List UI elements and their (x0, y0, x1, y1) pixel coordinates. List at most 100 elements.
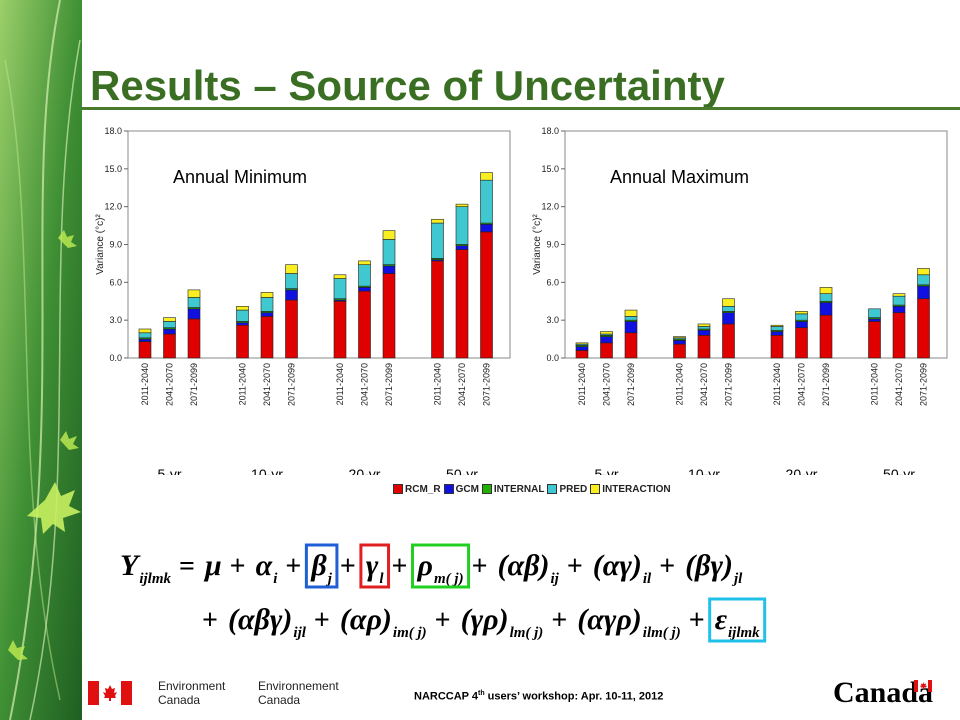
y-tick-label: 3.0 (109, 315, 122, 325)
y-tick-label: 15.0 (104, 164, 122, 174)
legend-swatch (393, 484, 403, 494)
group-label: 10-yr (251, 466, 283, 475)
bar-segment-gcm (575, 346, 589, 351)
bar-segment-interaction (138, 328, 152, 334)
bar-segment-rcm-r (285, 299, 298, 359)
y-tick-label: 0.0 (109, 353, 122, 363)
bar-segment-rcm-r (333, 300, 347, 359)
svg-text:α: α (256, 549, 273, 582)
equation-term: (αγ) il (593, 549, 652, 587)
group-label: 50-yr (446, 466, 478, 475)
bar-segment-pred (455, 206, 469, 245)
svg-text:+: + (472, 551, 488, 582)
equation-term: μ (203, 549, 222, 582)
x-tick-label: 2071-2099 (919, 363, 929, 406)
y-tick-label: 15.0 (541, 164, 559, 174)
bar-segment-rcm-r (917, 298, 930, 359)
bar-segment-pred (431, 222, 444, 259)
x-tick-label: 2041-2070 (699, 363, 709, 406)
x-tick-label: 2011-2040 (577, 363, 587, 405)
bar-segment-gcm (819, 302, 833, 316)
equation-highlight-box (304, 543, 339, 589)
bar-segment-rcm-r (382, 273, 396, 359)
bar-segment-pred (382, 239, 396, 265)
svg-text:Y: Y (120, 549, 141, 582)
y-tick-label: 9.0 (546, 240, 559, 250)
bar-segment-rcm-r (358, 290, 371, 359)
equation-operator: + (340, 551, 356, 582)
svg-text:il: il (643, 571, 652, 587)
svg-text:j: j (326, 571, 333, 587)
equation-operator: + (659, 551, 675, 582)
bar-segment-pred (260, 297, 274, 312)
x-tick-label: 2011-2040 (335, 363, 345, 405)
bar-segment-pred (236, 309, 249, 322)
legend-swatch (481, 484, 492, 494)
svg-text:+: + (551, 605, 567, 636)
svg-text:+: + (435, 605, 451, 636)
svg-text:(αγ): (αγ) (593, 549, 642, 582)
y-tick-label: 0.0 (546, 353, 559, 363)
bar-segment-pred (770, 326, 784, 331)
bar-segment-interaction (163, 317, 176, 322)
bar-segment-interaction (697, 323, 711, 327)
svg-text:(αβ): (αβ) (498, 549, 550, 582)
bar-segment-interaction (917, 268, 930, 276)
bar-segment-pred (722, 305, 735, 312)
chart-title: Annual Minimum (173, 167, 307, 187)
x-tick-label: 2041-2070 (165, 363, 175, 406)
bar-segment-pred (480, 179, 493, 224)
x-tick-label: 2011-2040 (675, 363, 685, 405)
x-tick-label: 2041-2070 (797, 363, 807, 406)
bar-segment-gcm (868, 318, 881, 322)
bar-segment-pred (917, 274, 930, 286)
legend-swatch (590, 484, 601, 494)
equation-operator: + (689, 605, 705, 636)
x-tick-label: 2071-2099 (821, 363, 831, 406)
bar-segment-gcm (260, 312, 274, 317)
bar-segment-rcm-r (187, 318, 201, 359)
equation-operator: + (202, 605, 218, 636)
x-tick-label: 2071-2099 (384, 363, 394, 406)
equation-operator: + (435, 605, 451, 636)
ec-english-line-2: Canada (158, 693, 201, 707)
group-label: 20-yr (786, 466, 818, 475)
bar-segment-gcm (795, 321, 808, 329)
bar-segment-interaction (260, 292, 274, 298)
bar-segment-gcm (163, 328, 176, 335)
svg-text:ilm( j): ilm( j) (643, 625, 681, 641)
x-tick-label: 2071-2099 (724, 363, 734, 406)
bar-segment-rcm-r (722, 323, 735, 359)
bar-segment-gcm (236, 322, 249, 326)
plot-area (127, 130, 511, 359)
bar-segment-rcm-r (892, 312, 906, 359)
x-tick-label: 2011-2040 (870, 363, 880, 405)
bar-segment-rcm-r (770, 335, 784, 359)
bar-segment-interaction (770, 324, 784, 327)
chart-title: Annual Maximum (610, 167, 749, 187)
equation-term: ε ijlmk (708, 597, 767, 643)
x-tick-label: 2041-2070 (602, 363, 612, 406)
bar-segment-gcm (358, 287, 371, 292)
bar-segment-interaction (431, 218, 444, 224)
decorative-sidebar (0, 0, 82, 720)
legend-label: PRED (559, 483, 588, 495)
bar-segment-interaction (624, 309, 638, 317)
legend-item-internal: INTERNAL (481, 484, 544, 495)
bar-segment-pred (138, 332, 152, 339)
svg-text:jl: jl (732, 571, 743, 587)
bar-segment-pred (358, 264, 371, 287)
svg-text:+: + (314, 605, 330, 636)
group-label: 50-yr (883, 466, 915, 475)
ec-english-name: Environment Canada (158, 679, 225, 707)
y-tick-label: 18.0 (104, 126, 122, 136)
bar-segment-rcm-r (138, 341, 152, 359)
x-tick-label: 2041-2070 (457, 363, 467, 406)
bar-segment-interaction (480, 172, 493, 181)
svg-text:+: + (567, 551, 583, 582)
equation-operator: + (472, 551, 488, 582)
bar-segment-rcm-r (431, 260, 444, 359)
equation-term: ρ m( j) (411, 543, 471, 589)
legend-item-gcm: GCM (443, 484, 479, 495)
bar-segment-gcm (722, 312, 735, 325)
